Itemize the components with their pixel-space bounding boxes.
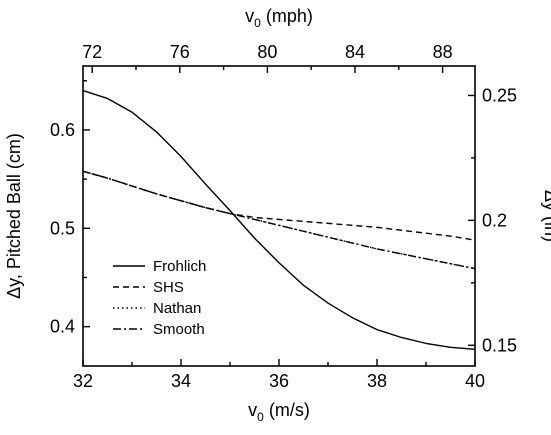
y-axis-title-right: Δy (in) xyxy=(541,190,551,242)
x-tick-label-bottom: 34 xyxy=(171,371,191,391)
y-tick-label-left: 0.5 xyxy=(50,218,75,238)
y-tick-label-right: 0.2 xyxy=(482,210,507,230)
y-tick-label-right: 0.25 xyxy=(482,85,517,105)
y-axis-title-left: Δy, Pitched Ball (cm) xyxy=(4,133,24,299)
x-tick-label-bottom: 36 xyxy=(269,371,289,391)
x-axis-title-top: v0 (mph) xyxy=(245,6,313,30)
y-tick-label-left: 0.6 xyxy=(50,120,75,140)
x-axis-title-bottom: v0 (m/s) xyxy=(248,400,310,424)
axis-tick-labels: 32 34 36 38 40 72 76 80 84 88 0.4 0.5 0.6 0.15 0.2 0.25 xyxy=(50,42,517,391)
legend: Frohlich SHS Nathan Smooth xyxy=(113,258,206,338)
series-line-smooth xyxy=(82,170,476,270)
x-tick-label-top: 76 xyxy=(170,42,190,62)
series-line-frohlich xyxy=(82,89,476,350)
x-tick-label-bottom: 38 xyxy=(367,371,387,391)
y-tick-label-right: 0.15 xyxy=(482,335,517,355)
legend-label-frohlich: Frohlich xyxy=(153,258,206,275)
y-tick-label-left: 0.4 xyxy=(50,317,75,337)
legend-label-nathan: Nathan xyxy=(153,300,201,317)
x-tick-label-top: 88 xyxy=(433,42,453,62)
series-lines xyxy=(82,89,476,350)
legend-label-smooth: Smooth xyxy=(153,321,205,338)
x-tick-label-bottom: 32 xyxy=(73,371,93,391)
x-tick-label-top: 84 xyxy=(345,42,365,62)
x-tick-label-top: 72 xyxy=(82,42,102,62)
x-tick-label-top: 80 xyxy=(257,42,277,62)
axis-ticks xyxy=(82,66,476,366)
x-tick-label-bottom: 40 xyxy=(465,371,485,391)
series-line-shs xyxy=(82,170,476,241)
legend-label-shs: SHS xyxy=(153,279,184,296)
plot-frame xyxy=(82,65,476,367)
